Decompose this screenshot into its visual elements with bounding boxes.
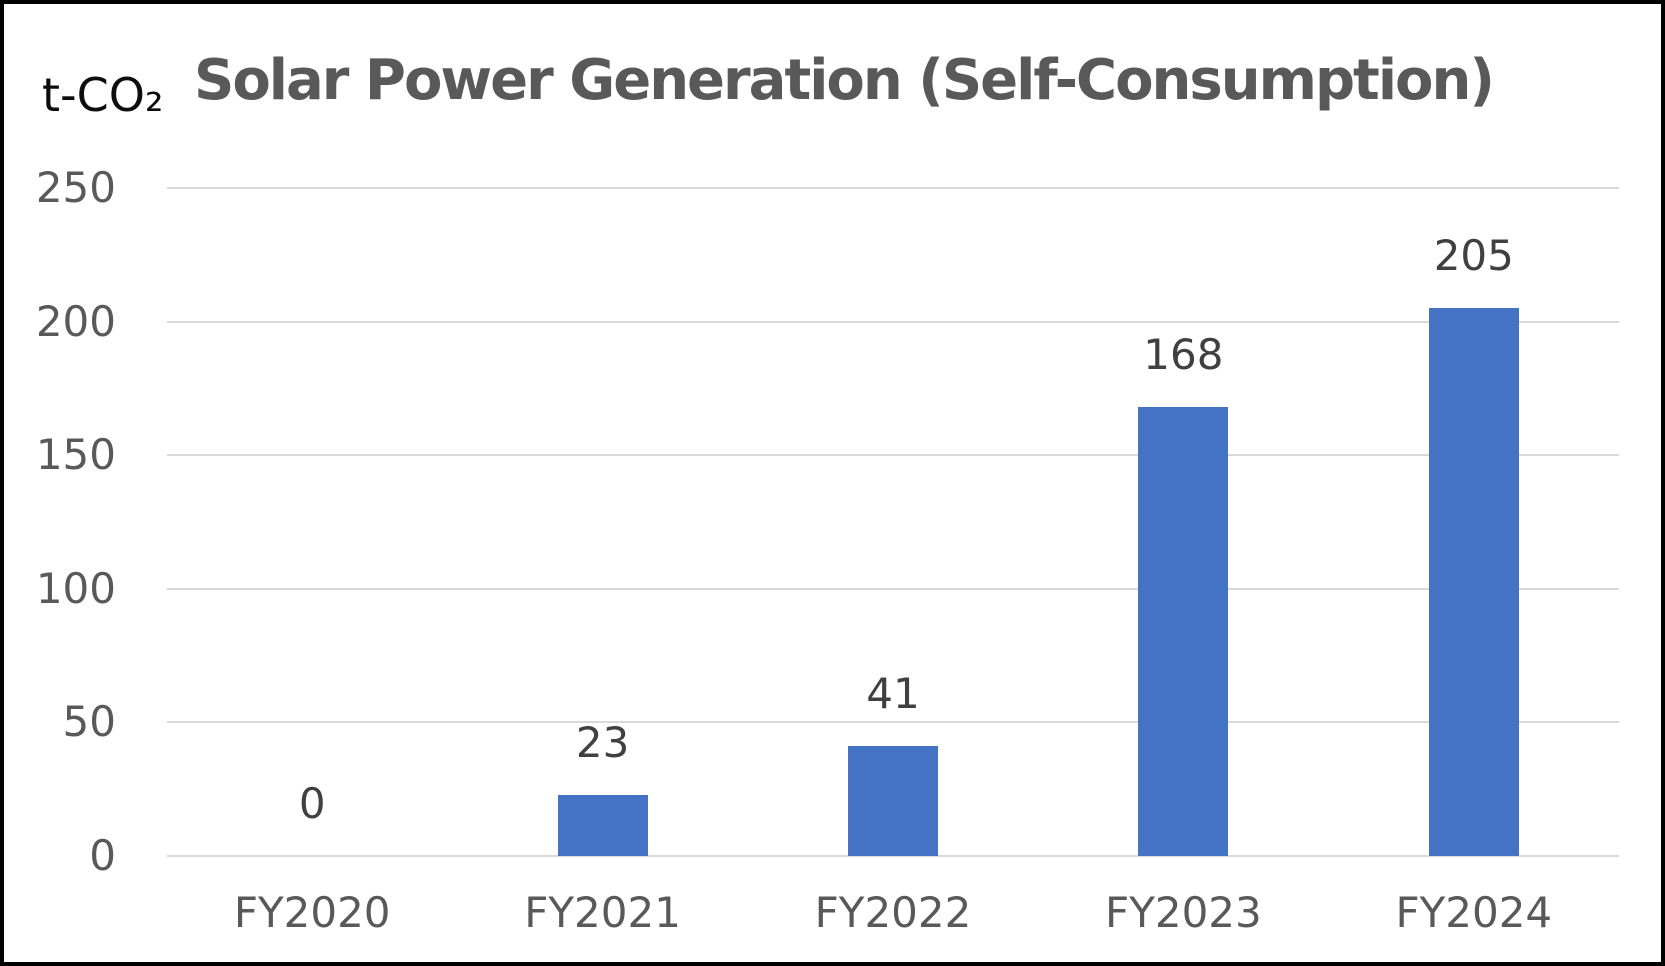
bar-fy2022	[848, 746, 938, 856]
y-tick-label-200: 200	[35, 296, 116, 346]
gridline-0	[167, 855, 1619, 857]
y-tick-label-100: 100	[35, 563, 116, 613]
category-label-fy2022: FY2022	[814, 888, 972, 937]
category-label-fy2023: FY2023	[1105, 888, 1262, 937]
data-label-fy2022: 41	[866, 669, 920, 719]
data-label-fy2023: 168	[1143, 330, 1224, 380]
y-tick-label-150: 150	[35, 430, 116, 480]
data-label-fy2024: 205	[1433, 231, 1514, 281]
y-tick-label-250: 250	[35, 163, 116, 212]
gridline-250	[167, 187, 1619, 189]
gridline-150	[167, 454, 1619, 457]
plot-area: 0 50 100 150 200 250 0 FY2020 23 FY2021 41 FY2022 16…	[4, 4, 1661, 962]
bar-fy2023	[1138, 407, 1229, 856]
bar-fy2024	[1428, 308, 1519, 856]
y-axis-unit-label: t-CO₂	[42, 68, 164, 122]
gridline-50	[167, 721, 1619, 724]
category-label-fy2021: FY2021	[524, 888, 681, 937]
data-label-fy2020: 0	[298, 779, 326, 828]
chart-title: Solar Power Generation (Self-Consumption…	[194, 48, 1495, 113]
data-label-fy2021: 23	[575, 717, 630, 767]
y-tick-label-50: 50	[62, 697, 116, 747]
gridline-100	[167, 587, 1619, 590]
y-tick-label-0: 0	[89, 831, 116, 880]
category-label-fy2020: FY2020	[233, 888, 391, 937]
bar-fy2021	[557, 794, 648, 856]
gridline-200	[167, 320, 1619, 323]
category-label-fy2024: FY2024	[1395, 888, 1553, 937]
